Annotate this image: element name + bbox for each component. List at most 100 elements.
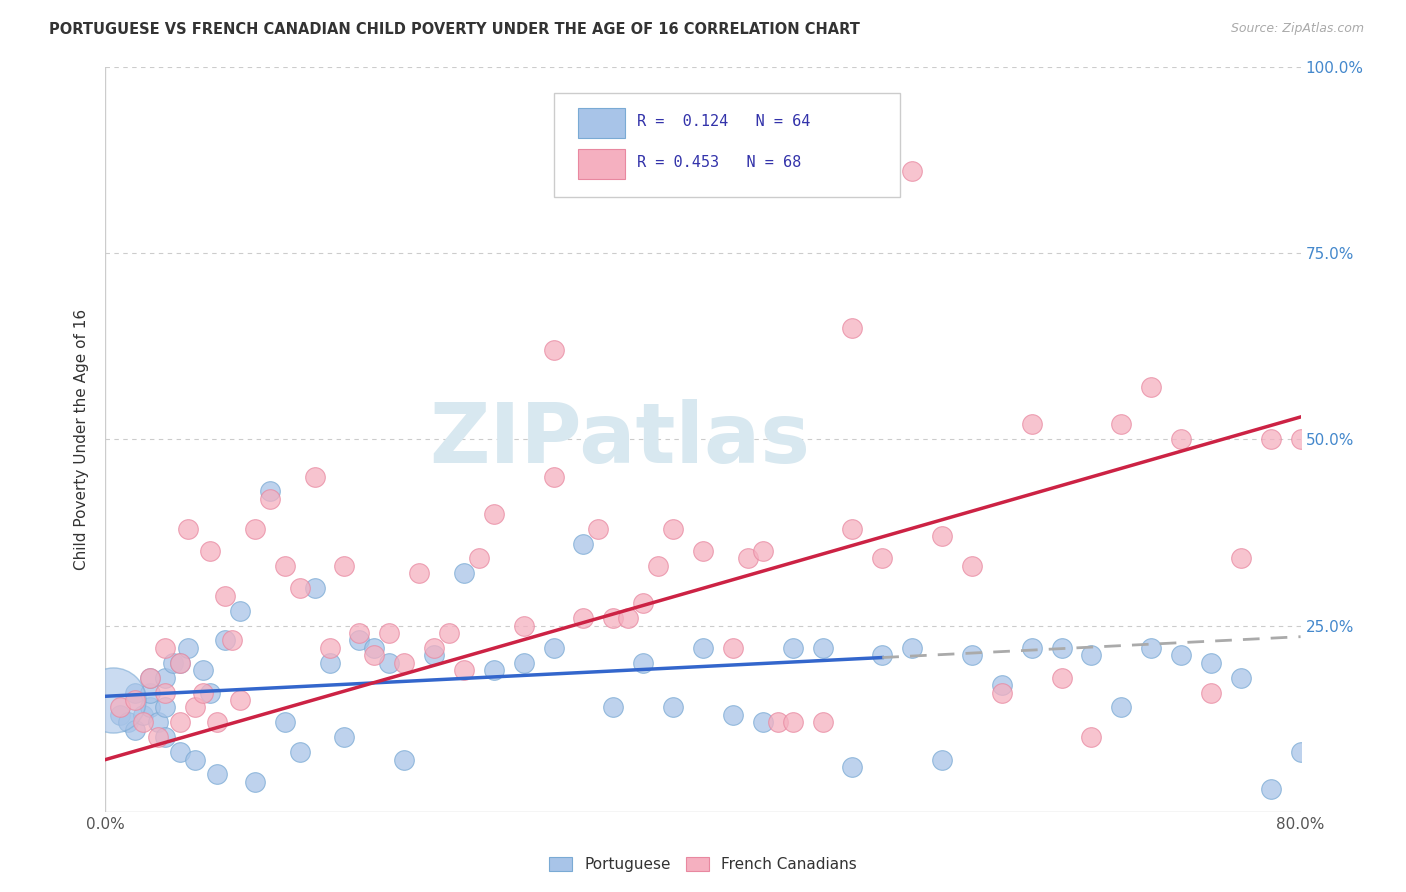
Point <box>139 671 162 685</box>
Point <box>117 715 139 730</box>
Point <box>363 640 385 655</box>
Point <box>288 582 311 596</box>
Point <box>811 715 834 730</box>
Point <box>349 633 371 648</box>
Point <box>1021 640 1043 655</box>
Y-axis label: Child Poverty Under the Age of 16: Child Poverty Under the Age of 16 <box>75 309 90 570</box>
Point <box>259 484 281 499</box>
Point <box>378 656 401 670</box>
Point <box>169 656 191 670</box>
Point <box>146 730 169 744</box>
Point <box>394 753 416 767</box>
Point <box>423 640 446 655</box>
Point <box>543 640 565 655</box>
Point <box>318 640 340 655</box>
Point <box>155 671 177 685</box>
Point <box>1080 648 1102 663</box>
Point <box>692 640 714 655</box>
Point <box>1289 433 1312 447</box>
Point <box>304 582 326 596</box>
Point <box>169 715 191 730</box>
Point <box>155 730 177 744</box>
Point <box>155 640 177 655</box>
Point <box>394 656 416 670</box>
Point <box>184 753 207 767</box>
Point <box>692 544 714 558</box>
Point <box>751 544 773 558</box>
Point <box>124 685 146 699</box>
Point <box>207 715 229 730</box>
Point <box>101 693 124 707</box>
Point <box>647 558 669 573</box>
Point <box>841 760 863 774</box>
Point <box>1021 417 1043 432</box>
Point <box>155 700 177 714</box>
Text: R = 0.453   N = 68: R = 0.453 N = 68 <box>637 154 801 169</box>
Point <box>333 730 356 744</box>
Point <box>1170 648 1192 663</box>
Point <box>662 522 685 536</box>
Point <box>572 611 595 625</box>
Bar <box>578 149 626 178</box>
Point <box>214 633 236 648</box>
Point <box>811 640 834 655</box>
Point <box>318 656 340 670</box>
Point <box>453 566 475 581</box>
Point <box>543 469 565 483</box>
Point <box>132 707 155 722</box>
Point <box>782 715 804 730</box>
Point <box>960 558 983 573</box>
Point <box>243 522 266 536</box>
Point <box>176 640 198 655</box>
Bar <box>578 108 626 137</box>
Point <box>110 707 132 722</box>
Point <box>1199 685 1222 699</box>
Point <box>198 685 221 699</box>
Point <box>198 544 221 558</box>
Point <box>901 640 924 655</box>
Point <box>288 745 311 759</box>
Point <box>721 707 744 722</box>
Point <box>617 611 640 625</box>
Point <box>132 715 155 730</box>
Point <box>191 663 214 677</box>
Point <box>482 663 505 677</box>
Point <box>423 648 446 663</box>
Point <box>468 551 491 566</box>
Point <box>990 685 1012 699</box>
Text: PORTUGUESE VS FRENCH CANADIAN CHILD POVERTY UNDER THE AGE OF 16 CORRELATION CHAR: PORTUGUESE VS FRENCH CANADIAN CHILD POVE… <box>49 22 860 37</box>
Point <box>169 745 191 759</box>
Point <box>169 656 191 670</box>
Point <box>1260 433 1282 447</box>
Point <box>1140 640 1163 655</box>
Point <box>184 700 207 714</box>
Point <box>1111 417 1133 432</box>
FancyBboxPatch shape <box>554 93 900 197</box>
Point <box>931 753 953 767</box>
Point <box>633 596 655 610</box>
Point <box>766 715 789 730</box>
Point <box>662 700 685 714</box>
Point <box>229 604 252 618</box>
Point <box>633 656 655 670</box>
Point <box>602 700 624 714</box>
Point <box>1140 380 1163 394</box>
Point <box>872 551 894 566</box>
Point <box>214 589 236 603</box>
Point <box>721 640 744 655</box>
Point <box>841 522 863 536</box>
Point <box>1050 640 1073 655</box>
Point <box>872 648 894 663</box>
Point <box>1199 656 1222 670</box>
Point <box>437 626 460 640</box>
Point <box>191 685 214 699</box>
Text: Source: ZipAtlas.com: Source: ZipAtlas.com <box>1230 22 1364 36</box>
Point <box>221 633 243 648</box>
Point <box>453 663 475 677</box>
Point <box>207 767 229 781</box>
Point <box>543 343 565 357</box>
Point <box>124 723 146 737</box>
Point <box>146 715 169 730</box>
Point <box>176 522 198 536</box>
Point <box>124 693 146 707</box>
